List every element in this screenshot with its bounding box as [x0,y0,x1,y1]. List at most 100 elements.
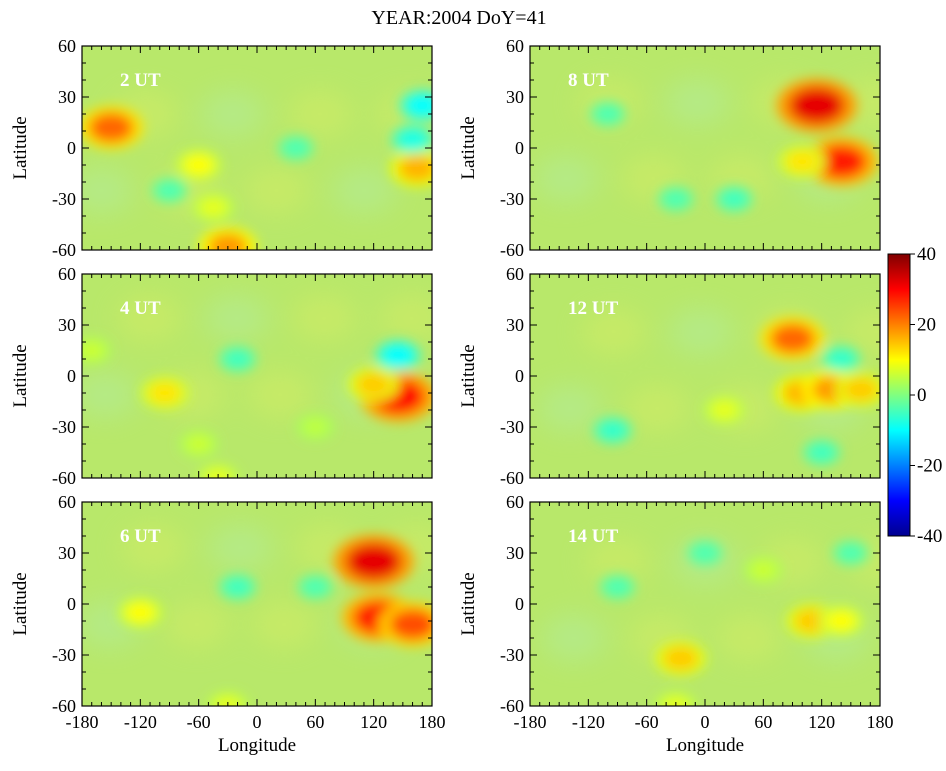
map-panel: -60 -30 0 30 60 Latitude 8 UT [458,36,881,260]
y-tick-label: 0 [515,594,524,614]
y-tick-label: 30 [506,87,524,107]
y-tick-label: -30 [52,417,76,437]
field-feature [815,144,867,179]
field-feature [183,154,215,176]
y-tick-label: 60 [58,264,76,284]
x-axis-title: Longitude [218,735,296,756]
panel-label: 14 UT [568,526,618,547]
field-feature [710,400,739,420]
y-axis-title: Latitude [458,572,479,635]
field-feature [785,150,819,173]
panel-label: 8 UT [568,70,609,91]
map-panel: -60 -30 0 30 60 Latitude 12 UT [458,264,881,488]
field-feature [595,105,620,123]
field-feature [185,434,212,454]
x-tick-label: -60 [635,712,659,732]
x-tick-label: 180 [419,712,446,732]
field-feature [721,190,747,208]
x-tick-label: 0 [253,712,262,732]
field-plot [82,502,432,706]
x-tick-label: 120 [808,712,835,732]
axis-ticks [529,45,881,251]
field-plot [530,274,880,478]
field-background [530,502,880,706]
field-feature [157,182,182,199]
x-tick-label: 120 [360,712,387,732]
field-feature [224,350,251,368]
field-feature [808,443,835,462]
y-tick-label: 30 [506,315,524,335]
y-tick-label: 30 [506,543,524,563]
y-tick-label: -60 [500,468,524,488]
field-feature [82,341,106,360]
y-tick-label: 0 [515,366,524,386]
field-feature [662,646,699,671]
colorbar-tick-label: 20 [917,315,936,336]
y-tick-label: 0 [67,138,76,158]
y-axis-title: Latitude [10,116,31,179]
axis-ticks [529,501,881,707]
field-feature [89,112,134,143]
field-feature [398,155,432,181]
field-feature [207,233,248,250]
y-tick-label: -30 [52,189,76,209]
panel-label: 2 UT [120,70,161,91]
x-tick-label: -180 [66,712,99,732]
map-panel: -60 -30 0 30 60 Latitude -180 -120 -60 0 60 120 180 L… [458,492,894,756]
y-tick-label: 0 [515,138,524,158]
y-tick-label: -60 [52,240,76,260]
field-feature [838,544,864,562]
field-feature [605,578,630,596]
field-feature [750,560,777,580]
x-tick-label: -120 [572,712,605,732]
y-tick-label: 0 [67,366,76,386]
y-tick-label: 30 [58,543,76,563]
field-feature [599,421,626,440]
x-tick-label: -120 [124,712,157,732]
y-tick-label: -30 [500,189,524,209]
colorbar-tick-label: -40 [917,526,942,547]
field-feature [283,139,309,157]
x-tick-label: 180 [867,712,894,732]
y-tick-label: -30 [52,645,76,665]
field-plot [530,502,880,706]
field-feature [663,190,689,208]
y-tick-label: 30 [58,87,76,107]
panel-label: 12 UT [568,298,618,319]
y-tick-label: 60 [58,492,76,512]
y-tick-label: 60 [506,492,524,512]
y-axis-title: Latitude [458,116,479,179]
field-feature [389,609,432,640]
field-feature [124,602,156,623]
field-plot [82,274,432,478]
axis-ticks [81,501,433,707]
y-tick-label: -60 [500,696,524,716]
field-feature [302,418,329,436]
y-tick-label: 60 [506,36,524,56]
y-axis-title: Latitude [10,344,31,407]
x-tick-label: 0 [701,712,710,732]
panel-label: 6 UT [120,526,161,547]
map-panel: -60 -30 0 30 60 Latitude -180 -120 -60 0 60 120 180 L… [10,492,446,756]
x-axis-title: Longitude [666,735,744,756]
field-feature [203,468,233,478]
field-feature [789,87,845,124]
colorbar: 40 20 0 -20 -40 [887,244,942,547]
field-feature [198,197,228,218]
x-tick-label: -180 [514,712,547,732]
panel-label: 4 UT [120,298,161,319]
x-tick-label: -60 [187,712,211,732]
colorbar-tick-label: -20 [917,456,942,477]
field-feature [355,372,392,397]
x-tick-label: 60 [306,712,324,732]
y-tick-label: 60 [58,36,76,56]
axis-ticks [81,45,433,251]
axis-ticks [81,273,433,479]
y-axis-title: Latitude [10,572,31,635]
field-feature [825,610,857,632]
field-feature [692,544,718,562]
colorbar-tick-label: 0 [917,385,927,406]
y-tick-label: -60 [500,240,524,260]
field-feature [406,95,432,116]
